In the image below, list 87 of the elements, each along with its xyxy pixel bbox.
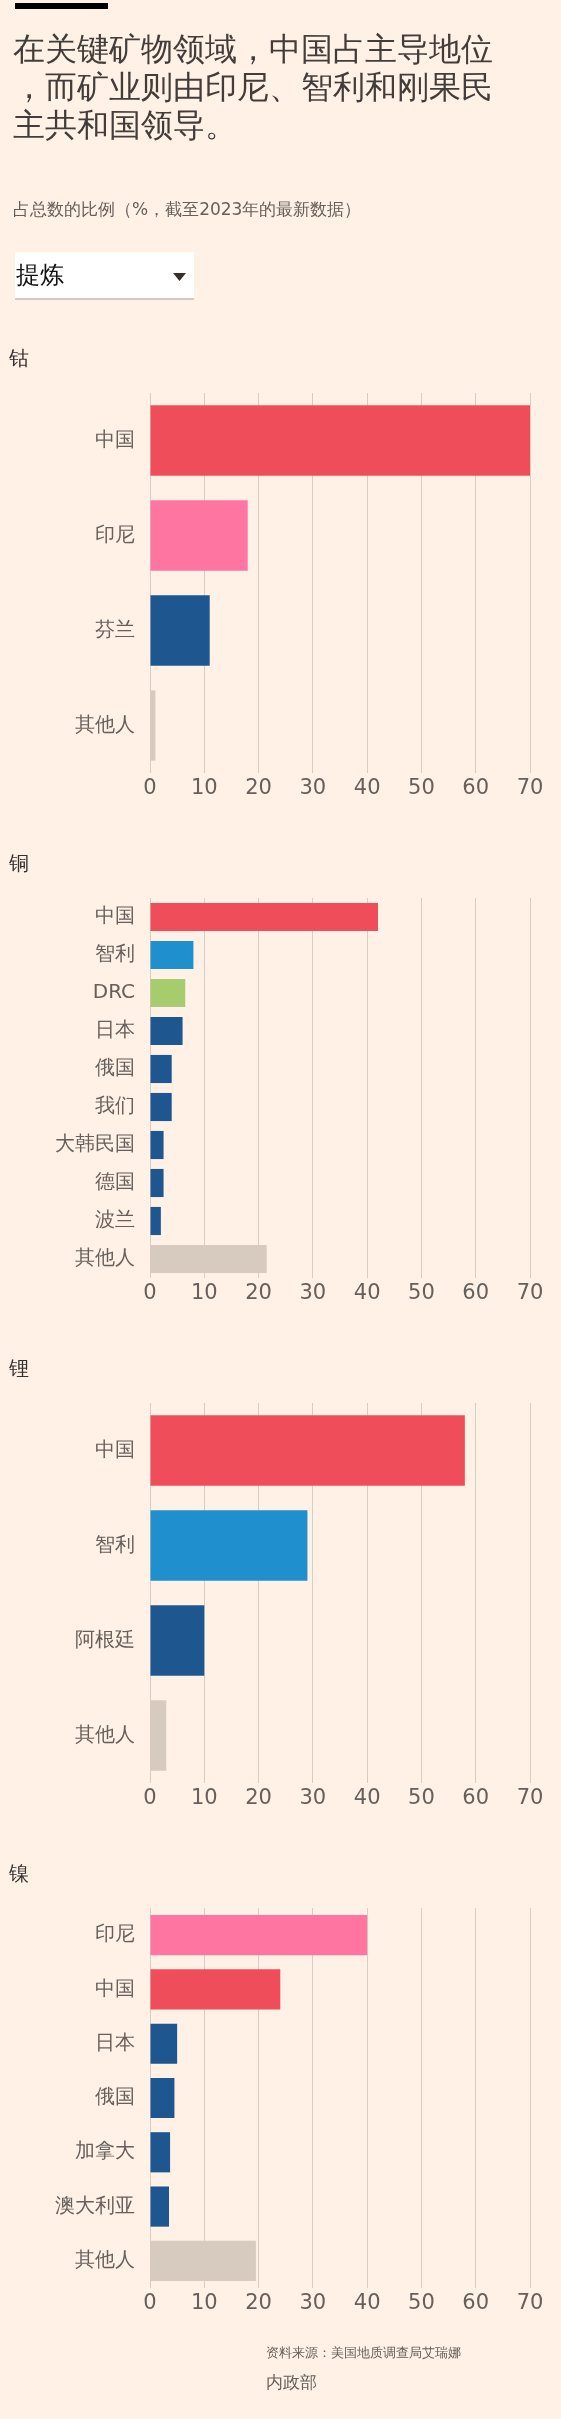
y-tick-label: DRC	[92, 978, 135, 1003]
chart-title: 铜	[9, 850, 29, 875]
x-tick-label: 40	[353, 1279, 381, 1304]
x-tick-label: 30	[299, 1784, 327, 1809]
x-tick-label: 10	[190, 2289, 218, 2314]
y-tick-label: 印尼	[95, 1920, 135, 1945]
x-tick-label: 20	[245, 1784, 272, 1809]
y-tick-label: 其他人	[75, 2246, 135, 2271]
y-tick-label: 波兰	[95, 1206, 135, 1231]
y-tick-label: 中国	[95, 426, 135, 451]
x-tick-label: 30	[299, 2289, 327, 2314]
x-tick-label: 0	[143, 1784, 157, 1809]
text: 占总数的比例（%，截至2023年的最新数据）	[13, 198, 363, 220]
x-tick-label: 60	[462, 774, 490, 799]
x-tick-label: 30	[299, 1279, 327, 1304]
bar	[150, 1414, 465, 1486]
x-tick-label: 70	[516, 774, 544, 799]
chart-title: 镍	[9, 1860, 29, 1885]
x-tick-label: 30	[299, 774, 327, 799]
bar	[150, 902, 378, 931]
x-tick-label: 40	[353, 1784, 381, 1809]
x-tick-label: 20	[245, 2289, 272, 2314]
y-tick-label: 俄国	[95, 1054, 135, 1079]
x-tick-label: 50	[408, 1279, 435, 1304]
x-tick-label: 0	[143, 1279, 157, 1304]
bar	[150, 1016, 183, 1045]
x-tick-label: 10	[190, 774, 218, 799]
y-tick-label: 阿根廷	[75, 1626, 135, 1651]
x-tick-label: 70	[516, 2289, 544, 2314]
bar	[150, 2023, 178, 2064]
chart-title: 钴	[9, 345, 29, 370]
y-tick-label: 其他人	[75, 1721, 135, 1746]
chart-title: 锂	[9, 1355, 29, 1380]
y-tick-label: 我们	[95, 1092, 135, 1117]
x-tick-label: 10	[190, 1784, 218, 1809]
x-tick-label: 0	[143, 774, 157, 799]
bar	[150, 594, 210, 666]
x-tick-label: 50	[408, 2289, 435, 2314]
y-tick-label: 中国	[95, 1436, 135, 1461]
bar	[150, 1968, 281, 2010]
text: 内政部	[266, 2370, 317, 2393]
bar	[150, 1914, 368, 1955]
y-tick-label: 中国	[95, 902, 135, 927]
bar	[150, 1130, 164, 1159]
x-tick-label: 10	[190, 1279, 218, 1304]
y-tick-label: 智利	[95, 1531, 135, 1556]
bar	[150, 1092, 172, 1121]
bar	[150, 1168, 164, 1197]
x-tick-label: 50	[408, 774, 435, 799]
bar	[150, 404, 530, 476]
y-tick-label: 芬兰	[95, 616, 135, 641]
bar	[150, 499, 248, 571]
x-tick-label: 60	[462, 1784, 490, 1809]
x-tick-label: 70	[516, 1784, 544, 1809]
y-tick-label: 印尼	[95, 521, 135, 546]
text: 在关键矿物领域，中国占主导地位，而矿业则由印尼、智利和刚果民主共和国领导。	[13, 30, 494, 144]
x-tick-label: 70	[516, 1279, 544, 1304]
x-tick-label: 20	[245, 774, 272, 799]
text: 资料来源：美国地质调查局艾瑞娜	[266, 2343, 461, 2362]
x-tick-label: 50	[408, 1784, 435, 1809]
bar	[150, 1206, 161, 1235]
y-tick-label: 中国	[95, 1975, 135, 2000]
bar	[150, 978, 186, 1007]
x-tick-label: 60	[462, 2289, 490, 2314]
y-tick-label: 日本	[95, 2029, 135, 2054]
bar	[150, 1509, 308, 1581]
x-tick-label: 60	[462, 1279, 490, 1304]
text: 提炼	[16, 260, 64, 290]
x-tick-label: 40	[353, 2289, 381, 2314]
x-tick-label: 0	[143, 2289, 157, 2314]
bar	[150, 1604, 205, 1676]
x-tick-label: 40	[353, 774, 381, 799]
y-tick-label: 智利	[95, 940, 135, 965]
y-tick-label: 澳大利亚	[55, 2192, 135, 2217]
bar	[150, 1054, 172, 1083]
y-tick-label: 德国	[95, 1168, 135, 1193]
y-tick-label: 加拿大	[75, 2137, 135, 2162]
y-tick-label: 其他人	[75, 1244, 135, 1269]
bar	[150, 940, 194, 969]
x-tick-label: 20	[245, 1279, 272, 1304]
y-tick-label: 大韩民国	[55, 1130, 135, 1155]
y-tick-label: 其他人	[75, 711, 135, 736]
y-tick-label: 日本	[95, 1016, 135, 1041]
bar	[150, 2131, 171, 2172]
bar	[150, 2185, 169, 2227]
y-tick-label: 俄国	[95, 2083, 135, 2108]
bar	[150, 2077, 175, 2118]
